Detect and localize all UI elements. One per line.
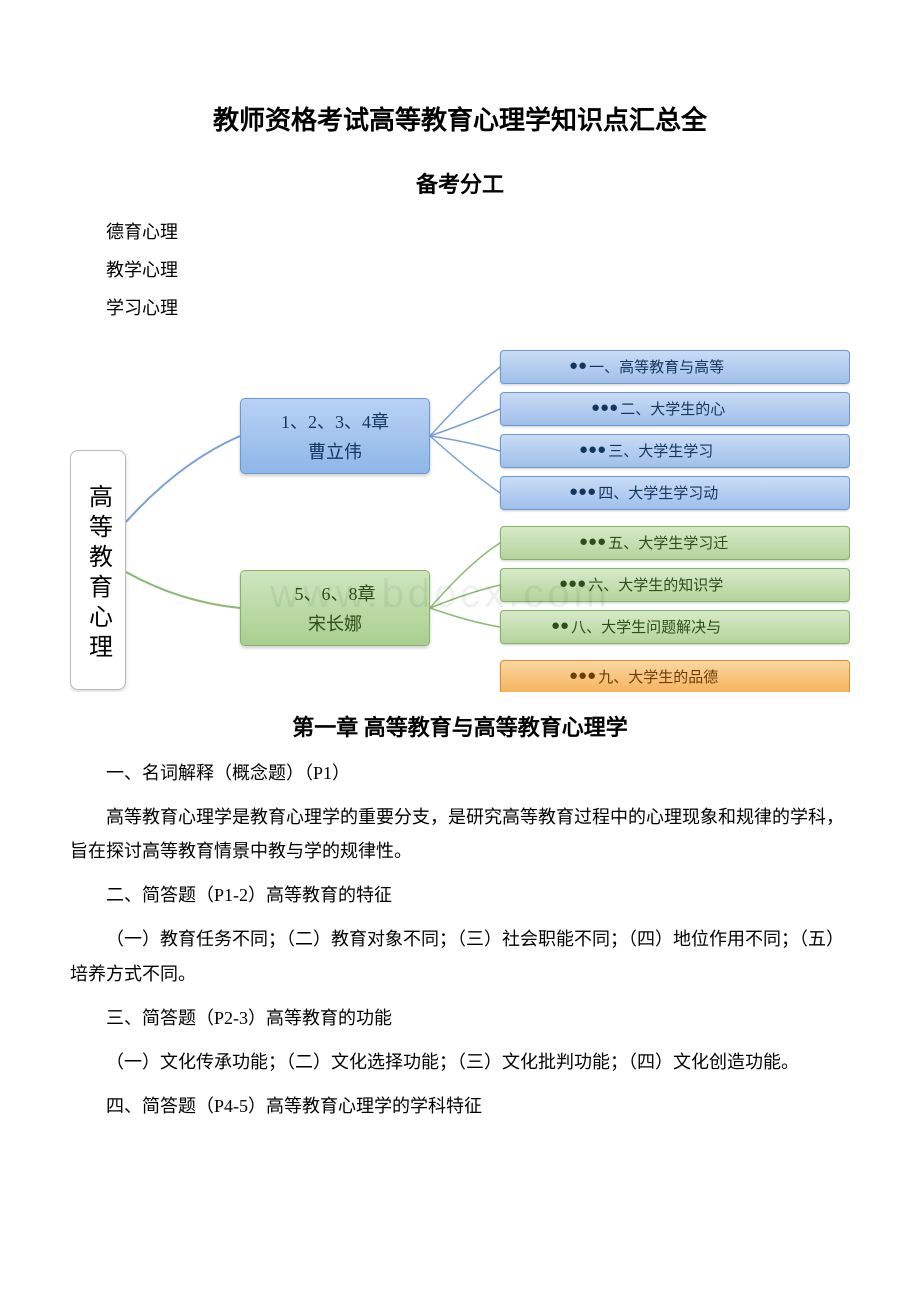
page-title: 教师资格考试高等教育心理学知识点汇总全	[70, 100, 850, 137]
ch1-para-2: 高等教育心理学是教育心理学的重要分支，是研究高等教育过程中的心理现象和规律的学科…	[70, 800, 850, 868]
ch1-para-4: （一）教育任务不同；（二）教育对象不同；（三）社会职能不同；（四）地位作用不同；…	[70, 922, 850, 990]
diagram-leaf-6: 六、大学生的知识学	[500, 568, 850, 602]
diagram-mid-node-1: 1、2、3、4章 曹立伟	[240, 398, 430, 474]
diagram-leaf-3: 三、大学生学习	[500, 434, 850, 468]
ch1-para-5: 三、简答题（P2-3）高等教育的功能	[70, 1001, 850, 1035]
leaf-7-label: 八、大学生问题解决与	[571, 616, 721, 637]
leaf-6-label: 六、大学生的知识学	[588, 574, 723, 595]
diagram-leaf-8: 九、大学生的品德	[500, 660, 850, 692]
intro-line-1: 德育心理	[70, 215, 850, 249]
mindmap-diagram: 高等教育心理 1、2、3、4章 曹立伟 5、6、8章 宋长娜 一、高等教育与高等…	[70, 342, 850, 692]
diagram-root-node: 高等教育心理	[70, 450, 126, 690]
leaf-1-label: 一、高等教育与高等	[589, 356, 724, 377]
ch1-para-6: （一）文化传承功能；（二）文化选择功能；（三）文化批判功能；（四）文化创造功能。	[70, 1045, 850, 1079]
ch1-para-3: 二、简答题（P1-2）高等教育的特征	[70, 878, 850, 912]
leaf-3-label: 三、大学生学习	[608, 440, 713, 461]
diagram-leaf-7: 八、大学生问题解决与	[500, 610, 850, 644]
diagram-leaf-2: 二、大学生的心	[500, 392, 850, 426]
leaf-4-label: 四、大学生学习动	[598, 482, 718, 503]
leaf-8-label: 九、大学生的品德	[598, 666, 718, 687]
ch1-para-7: 四、简答题（P4-5）高等教育心理学的学科特征	[70, 1089, 850, 1123]
intro-line-2: 教学心理	[70, 253, 850, 287]
mid-node-2-line1: 5、6、8章	[295, 580, 376, 606]
chapter1-heading: 第一章 高等教育与高等教育心理学	[70, 710, 850, 742]
leaf-5-label: 五、大学生学习迁	[608, 532, 728, 553]
diagram-leaf-1: 一、高等教育与高等	[500, 350, 850, 384]
intro-line-3: 学习心理	[70, 291, 850, 325]
ch1-para-1: 一、名词解释（概念题）（P1）	[70, 756, 850, 790]
mid-node-1-line1: 1、2、3、4章	[281, 408, 389, 434]
mid-node-1-line2: 曹立伟	[308, 438, 362, 464]
diagram-leaf-5: 五、大学生学习迁	[500, 526, 850, 560]
mid-node-2-line2: 宋长娜	[308, 610, 362, 636]
subtitle: 备考分工	[70, 167, 850, 199]
leaf-2-label: 二、大学生的心	[620, 398, 725, 419]
diagram-mid-node-2: 5、6、8章 宋长娜	[240, 570, 430, 646]
diagram-leaf-4: 四、大学生学习动	[500, 476, 850, 510]
